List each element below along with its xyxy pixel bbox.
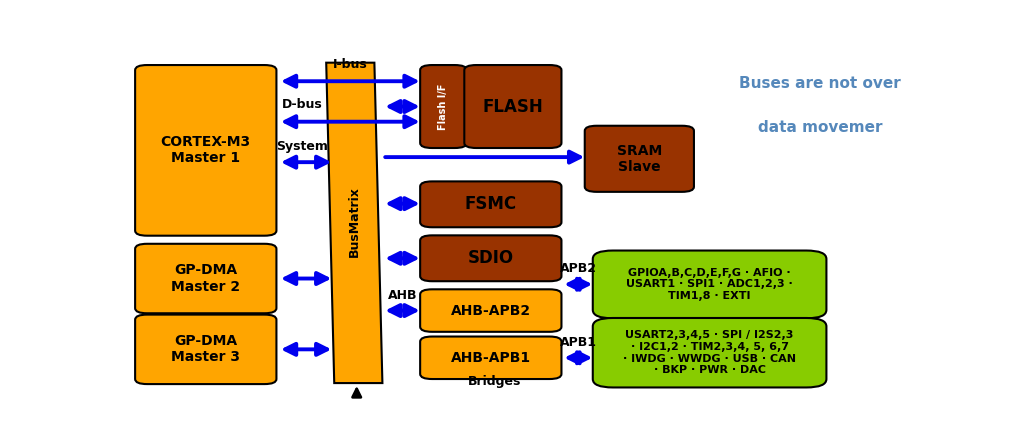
Polygon shape <box>326 63 382 383</box>
Text: Bridges: Bridges <box>468 375 521 388</box>
Text: BusMatrix: BusMatrix <box>348 186 361 257</box>
FancyBboxPatch shape <box>593 251 827 318</box>
Text: data movemer: data movemer <box>757 120 883 135</box>
Text: USART2,3,4,5 · SPI / I2S2,3
· I2C1,2 · TIM2,3,4, 5, 6,7
· IWDG · WWDG · USB · CA: USART2,3,4,5 · SPI / I2S2,3 · I2C1,2 · T… <box>623 330 796 375</box>
FancyBboxPatch shape <box>593 318 827 388</box>
Text: FLASH: FLASH <box>483 98 543 116</box>
Text: I-bus: I-bus <box>333 58 368 71</box>
FancyBboxPatch shape <box>421 336 562 379</box>
Text: Buses are not over: Buses are not over <box>739 76 901 91</box>
FancyBboxPatch shape <box>421 181 562 227</box>
Text: FSMC: FSMC <box>465 195 517 213</box>
Text: AHB: AHB <box>387 289 418 302</box>
FancyBboxPatch shape <box>584 126 694 192</box>
Text: GP-DMA
Master 3: GP-DMA Master 3 <box>171 334 240 364</box>
FancyBboxPatch shape <box>421 290 562 332</box>
Text: AHB-APB2: AHB-APB2 <box>451 304 530 318</box>
Text: CORTEX-M3
Master 1: CORTEX-M3 Master 1 <box>161 135 251 166</box>
FancyBboxPatch shape <box>135 65 277 236</box>
FancyBboxPatch shape <box>421 65 466 148</box>
FancyBboxPatch shape <box>135 244 277 313</box>
Text: D-bus: D-bus <box>282 98 322 111</box>
Text: APB1: APB1 <box>559 336 597 349</box>
Text: AHB-APB1: AHB-APB1 <box>451 351 530 365</box>
FancyBboxPatch shape <box>421 235 562 281</box>
Text: Flash I/F: Flash I/F <box>438 83 449 130</box>
Text: SDIO: SDIO <box>467 249 514 267</box>
Text: SRAM
Slave: SRAM Slave <box>616 144 662 174</box>
Text: GP-DMA
Master 2: GP-DMA Master 2 <box>171 263 240 293</box>
Text: APB2: APB2 <box>559 262 597 275</box>
Text: System: System <box>277 140 328 153</box>
Text: GPIOA,B,C,D,E,F,G · AFIO ·
USART1 · SPI1 · ADC1,2,3 ·
TIM1,8 · EXTI: GPIOA,B,C,D,E,F,G · AFIO · USART1 · SPI1… <box>626 268 793 301</box>
FancyBboxPatch shape <box>135 314 277 384</box>
FancyBboxPatch shape <box>464 65 562 148</box>
